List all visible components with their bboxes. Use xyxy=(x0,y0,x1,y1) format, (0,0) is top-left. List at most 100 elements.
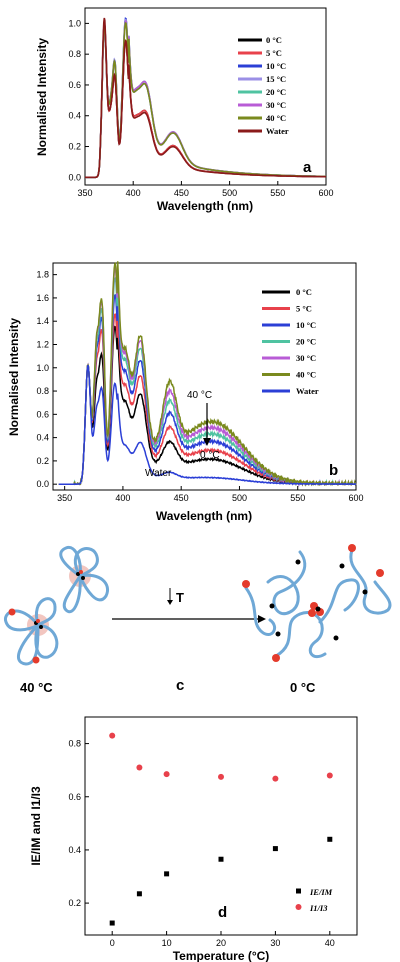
chart-panel-a: 0.0 0.2 0.4 0.6 0.8 1.0 350 400 450 500 550 600 0 … xyxy=(35,7,334,213)
y-ticks-b: 0.0 0.2 0.4 0.6 0.8 1.0 1.2 1.4 1.6 1.8 xyxy=(36,270,57,489)
legend-label-a-2: 10 °C xyxy=(266,61,286,71)
temperature-symbol: T xyxy=(176,590,184,605)
y-tick-label: 0.2 xyxy=(68,898,81,908)
legend-label-b-1: 5 °C xyxy=(296,304,312,314)
panel-label-c: c xyxy=(176,677,184,694)
polymer-coil-1 xyxy=(266,550,307,616)
pyrene-free-3 xyxy=(242,580,250,588)
y-tick-label: 0.0 xyxy=(68,172,81,182)
axes-frame-b xyxy=(52,262,357,491)
point-1-0 xyxy=(109,732,116,739)
label-40c: 40 °C xyxy=(20,680,53,695)
x-tick-label: 30 xyxy=(270,938,280,948)
x-ticks-a: 350 400 450 500 550 600 xyxy=(77,181,334,198)
chart-panel-b: 0.0 0.2 0.4 0.6 0.8 1.0 1.2 1.4 1.6 1.8 350 400 450… xyxy=(7,261,364,523)
y-tick-label: 1.2 xyxy=(36,339,49,349)
x-ticks-b: 350 400 450 500 550 600 xyxy=(57,486,364,503)
legend-d: IE/IM I1/I3 xyxy=(295,887,333,913)
x-tick-label: 400 xyxy=(115,493,130,503)
legend-marker-d-0 xyxy=(296,888,301,894)
legend-marker-d-1 xyxy=(295,904,302,910)
legend-label-a-4: 20 °C xyxy=(266,87,286,97)
x-tick-label: 400 xyxy=(126,188,141,198)
legend-label-d-1: I1/I3 xyxy=(309,903,328,913)
pyrene-core-5 xyxy=(81,576,85,580)
pyrene-core-3 xyxy=(36,619,40,623)
legend-label-d-0: IE/IM xyxy=(309,887,333,897)
temperature-down-arrowhead xyxy=(167,600,173,605)
x-tick-label: 500 xyxy=(232,493,247,503)
annotation-40c: 40 °C xyxy=(187,390,212,401)
polymer-coil-4 xyxy=(318,578,360,624)
pyrene-free-2 xyxy=(376,569,384,577)
annotation-0c: 0 °C xyxy=(200,450,220,461)
x-axis-label-b: Wavelength (nm) xyxy=(156,509,252,523)
y-tick-label: 0.0 xyxy=(36,479,49,489)
pyrene-end-1 xyxy=(8,608,16,616)
x-tick-label: 550 xyxy=(270,188,285,198)
pyrene-free-7 xyxy=(308,609,316,617)
y-axis-label-b: Normalised Intensity xyxy=(7,318,21,436)
series-line-a-6 xyxy=(85,21,326,179)
polymer-loop-6 xyxy=(78,573,109,602)
point-0-3 xyxy=(218,856,224,862)
point-1-2 xyxy=(163,771,170,778)
y-tick-label: 0.4 xyxy=(36,433,49,443)
scatter-points-d xyxy=(109,732,333,926)
y-tick-label: 0.8 xyxy=(68,739,81,749)
micelle-left xyxy=(4,545,109,666)
legend-b: 0 °C 5 °C 10 °C 20 °C 30 °C 40 °C Water xyxy=(262,287,319,396)
polymer-loop-2 xyxy=(34,597,57,627)
x-axis-label-a: Wavelength (nm) xyxy=(157,199,253,213)
y-tick-label: 0.2 xyxy=(36,456,49,466)
x-tick-label: 350 xyxy=(77,188,92,198)
y-tick-label: 0.8 xyxy=(36,386,49,396)
x-tick-label: 550 xyxy=(290,493,305,503)
transition-arrowhead xyxy=(258,615,266,623)
polymer-loop-4 xyxy=(17,623,40,666)
x-tick-label: 20 xyxy=(216,938,226,948)
point-1-5 xyxy=(326,772,333,779)
counterion-4 xyxy=(269,603,275,609)
x-tick-label: 0 xyxy=(110,938,115,948)
pyrene-free-1 xyxy=(348,544,356,552)
series-line-b-6 xyxy=(58,364,357,486)
y-tick-label: 1.4 xyxy=(36,316,49,326)
point-0-5 xyxy=(327,836,333,842)
legend-label-b-0: 0 °C xyxy=(296,287,312,297)
counterion-2 xyxy=(339,563,345,569)
y-tick-label: 0.6 xyxy=(36,409,49,419)
polymer-coil-2 xyxy=(274,611,327,659)
x-ticks-d: 0 10 20 30 40 xyxy=(110,931,335,948)
x-tick-label: 500 xyxy=(222,188,237,198)
axes-frame-a xyxy=(84,7,327,186)
label-0c: 0 °C xyxy=(290,680,316,695)
pyrene-free-4 xyxy=(272,654,280,662)
panel-label-b: b xyxy=(329,462,338,479)
counterion-7 xyxy=(333,635,339,641)
polymer-coil-5 xyxy=(244,586,276,636)
y-tick-label: 0.8 xyxy=(68,49,81,59)
pyrene-core-4 xyxy=(76,572,80,576)
schematic-panel-c: T 40 °C c 0 °C xyxy=(4,544,392,695)
legend-a: 0 °C 5 °C 10 °C 15 °C 20 °C 30 °C 40 °C Water xyxy=(238,35,289,136)
y-ticks-a: 0.0 0.2 0.4 0.6 0.8 1.0 xyxy=(68,18,89,182)
plot-area-a: 0.0 0.2 0.4 0.6 0.8 1.0 350 400 450 500 550 600 0 … xyxy=(68,7,334,198)
point-1-1 xyxy=(136,764,143,771)
counterion-6 xyxy=(275,631,281,637)
y-tick-label: 0.4 xyxy=(68,845,81,855)
legend-label-b-5: 40 °C xyxy=(296,370,316,380)
y-tick-label: 1.8 xyxy=(36,270,49,280)
series-line-a-7 xyxy=(85,17,326,179)
y-tick-label: 1.0 xyxy=(36,363,49,373)
counterion-1 xyxy=(295,559,301,565)
polymer-loop-8 xyxy=(59,545,82,578)
annotation-water: Water xyxy=(145,468,172,479)
chart-panel-d: 0.2 0.4 0.6 0.8 0 10 20 30 40 IE/IM I1/I3 IE/IM … xyxy=(29,716,358,962)
panel-label-a: a xyxy=(303,159,312,176)
y-tick-label: 0.4 xyxy=(68,111,81,121)
series-lines-a xyxy=(85,17,326,179)
legend-label-b-3: 20 °C xyxy=(296,337,316,347)
x-tick-label: 10 xyxy=(162,938,172,948)
x-tick-label: 350 xyxy=(57,493,72,503)
